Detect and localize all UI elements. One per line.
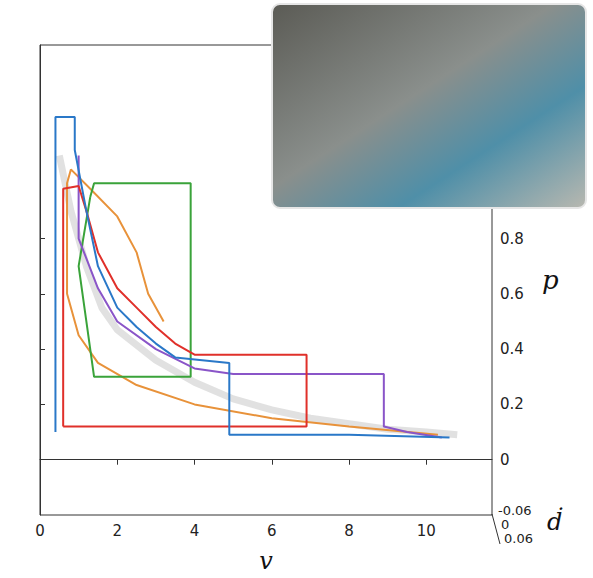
svg-text:0.4: 0.4: [500, 340, 524, 358]
svg-text:0.6: 0.6: [500, 285, 524, 303]
svg-text:8: 8: [344, 522, 354, 540]
svg-text:0.06: 0.06: [504, 531, 533, 546]
svg-text:0: 0: [500, 451, 510, 469]
svg-text:v: v: [259, 547, 273, 575]
svg-text:4: 4: [190, 522, 200, 540]
svg-text:6: 6: [267, 522, 277, 540]
svg-text:0: 0: [35, 522, 45, 540]
svg-text:-0.06: -0.06: [498, 503, 532, 518]
svg-text:0: 0: [501, 517, 509, 532]
svg-text:0.8: 0.8: [500, 230, 524, 248]
svg-text:p: p: [542, 265, 559, 295]
svg-text:10: 10: [417, 522, 436, 540]
svg-text:2: 2: [112, 522, 122, 540]
svg-text:ḋ: ḋ: [547, 507, 563, 536]
svg-text:0.2: 0.2: [500, 395, 524, 413]
